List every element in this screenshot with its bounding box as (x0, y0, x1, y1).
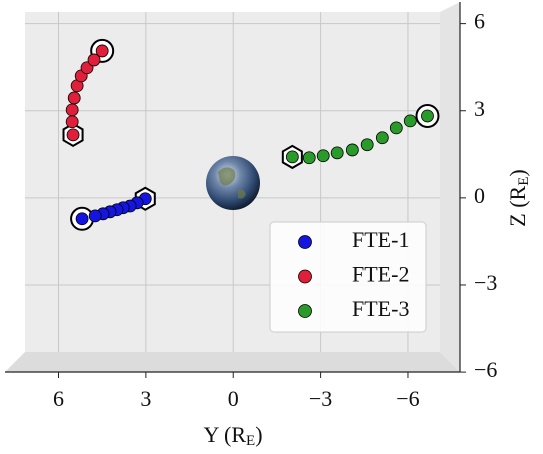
point (316, 149, 330, 163)
z-axis-label: Z (RE) (505, 169, 532, 226)
x-tick-label: −6 (396, 386, 419, 411)
legend-entries: FTE-1 FTE-2 FTE-3 (298, 227, 409, 321)
earth-land (218, 167, 246, 199)
legend-marker (298, 269, 312, 284)
legend-label: FTE-3 (352, 296, 409, 321)
point (345, 143, 359, 157)
z-label-text: Z (R (505, 185, 530, 226)
x-label-text: Y (R (203, 422, 246, 447)
x-label-end: ) (255, 422, 262, 447)
legend (269, 221, 427, 333)
z-tick-label: 6 (474, 9, 485, 34)
point (65, 115, 79, 129)
legend-label: FTE-2 (352, 262, 409, 287)
point (88, 209, 102, 223)
legend-marker (298, 304, 312, 318)
z-label-sub: E (516, 177, 532, 186)
z-tick-label: 0 (474, 183, 485, 208)
x-tick-label: 3 (140, 386, 151, 411)
point (330, 146, 344, 160)
point (65, 103, 79, 117)
legend-marker (298, 235, 312, 249)
z-tick-label: −3 (474, 270, 497, 295)
point (403, 114, 417, 128)
point (67, 91, 81, 105)
point (389, 121, 403, 135)
earth (206, 156, 260, 210)
x-axis-label: Y (RE) (203, 422, 262, 449)
point (75, 212, 89, 226)
legend-label: FTE-1 (352, 227, 409, 252)
floor-pane (5, 352, 460, 372)
point (95, 44, 109, 58)
point (360, 138, 374, 152)
z-label-end: ) (505, 169, 530, 176)
x-tick-label: −3 (309, 386, 332, 411)
side-pane (440, 2, 460, 372)
point (285, 150, 299, 164)
x-label-sub: E (246, 433, 255, 449)
point (375, 131, 389, 145)
point (421, 109, 434, 123)
x-tick-label: 6 (53, 386, 64, 411)
plot-area (62, 38, 440, 231)
point (66, 128, 80, 142)
point (87, 53, 101, 67)
z-tick-label: −6 (474, 357, 497, 382)
point (302, 151, 316, 165)
x-tick-label: 0 (228, 386, 239, 411)
z-tick-label: 3 (474, 96, 485, 121)
